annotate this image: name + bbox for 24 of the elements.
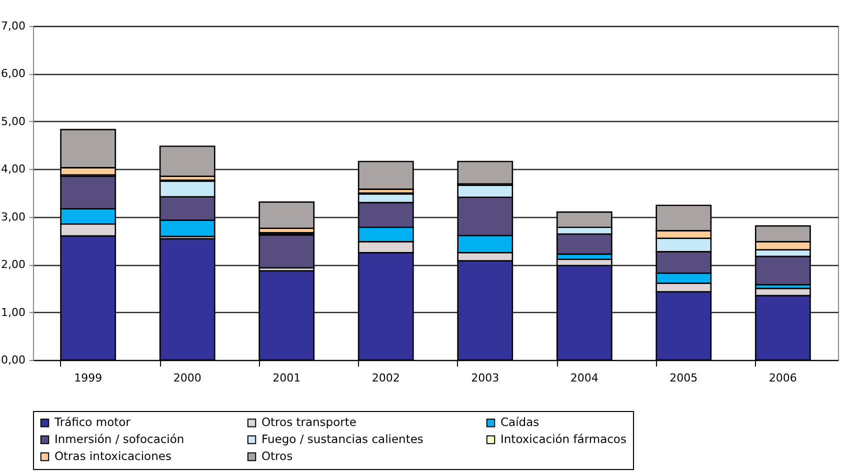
legend-label: Otros [262,448,293,463]
legend-label: Caídas [500,414,540,429]
y-tick-label: 1,00 [1,306,26,319]
y-tick-label: 5,00 [1,114,26,128]
x-tick-label: 2005 [670,372,698,384]
legend-label: Otros transporte [262,414,356,429]
x-tick-label: 2006 [768,372,797,384]
y-tick-label: 3,00 [1,210,26,224]
y-tick-label: 2,00 [1,258,26,272]
legend-label: Otras intoxicaciones [54,448,172,463]
y-tick-label: 7,00 [1,20,26,32]
x-tick-label: 2002 [372,372,400,384]
y-tick-label: 0,00 [1,354,26,366]
legend-label: Inmersión / sofocación [54,432,184,446]
x-tick-label: 2001 [272,372,301,384]
x-tick-label: 2004 [570,372,598,384]
legend-label: Fuego / sustancias calientes [262,432,424,446]
x-tick-label: 2000 [173,372,202,384]
x-tick-label: 1999 [74,372,102,384]
legend-label: Intoxicación fármacos [500,432,626,446]
y-tick-label: 6,00 [1,67,26,80]
legend-label: Tráfico motor [54,414,131,429]
y-tick-label: 4,00 [1,162,26,176]
x-tick-label: 2003 [471,372,500,384]
